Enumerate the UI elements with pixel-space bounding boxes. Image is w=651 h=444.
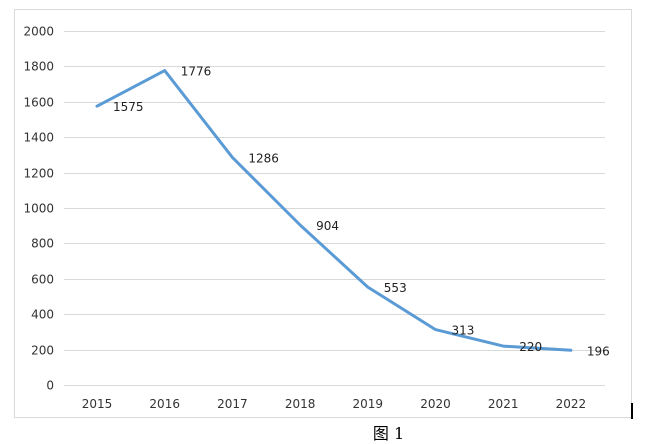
- data-label: 553: [384, 281, 407, 295]
- data-label: 904: [316, 219, 339, 233]
- x-tick-label: 2020: [420, 397, 451, 411]
- data-label: 313: [452, 324, 475, 338]
- y-tick-label: 2000: [23, 25, 54, 39]
- x-tick-label: 2017: [217, 397, 248, 411]
- x-tick-label: 2022: [556, 397, 587, 411]
- y-tick-label: 400: [31, 308, 54, 322]
- y-tick-label: 1400: [23, 131, 54, 145]
- x-tick-label: 2018: [285, 397, 316, 411]
- chart-border: [14, 9, 632, 418]
- y-tick-label: 1800: [23, 60, 54, 74]
- data-labels: 1575 1776 1286 904 553 313 220 196: [113, 65, 610, 359]
- gridlines: [64, 31, 605, 386]
- text-cursor: [631, 403, 633, 419]
- data-label: 1286: [248, 151, 279, 165]
- y-tick-label: 0: [46, 379, 54, 393]
- x-tick-label: 2015: [82, 397, 113, 411]
- y-axis-tick-labels: 0 200 400 600 800 1000 1200 1400 1600 1800 2000: [23, 25, 54, 393]
- y-tick-label: 600: [31, 273, 54, 287]
- figure-caption: 图 1: [372, 424, 405, 443]
- x-axis-tick-labels: 2015 2016 2017 2018 2019 2020 2021 2022: [82, 397, 586, 411]
- y-tick-label: 1600: [23, 96, 54, 110]
- y-tick-label: 1200: [23, 167, 54, 181]
- y-tick-label: 1000: [23, 202, 54, 216]
- x-tick-label: 2021: [488, 397, 519, 411]
- x-tick-label: 2019: [353, 397, 384, 411]
- data-label: 1776: [181, 65, 212, 79]
- data-label: 1575: [113, 100, 144, 114]
- x-tick-label: 2016: [149, 397, 180, 411]
- y-tick-label: 800: [31, 237, 54, 251]
- y-tick-label: 200: [31, 344, 54, 358]
- data-label: 196: [587, 344, 610, 358]
- data-label: 220: [519, 340, 542, 354]
- series-layer: [95, 69, 573, 352]
- series-line: [95, 69, 573, 352]
